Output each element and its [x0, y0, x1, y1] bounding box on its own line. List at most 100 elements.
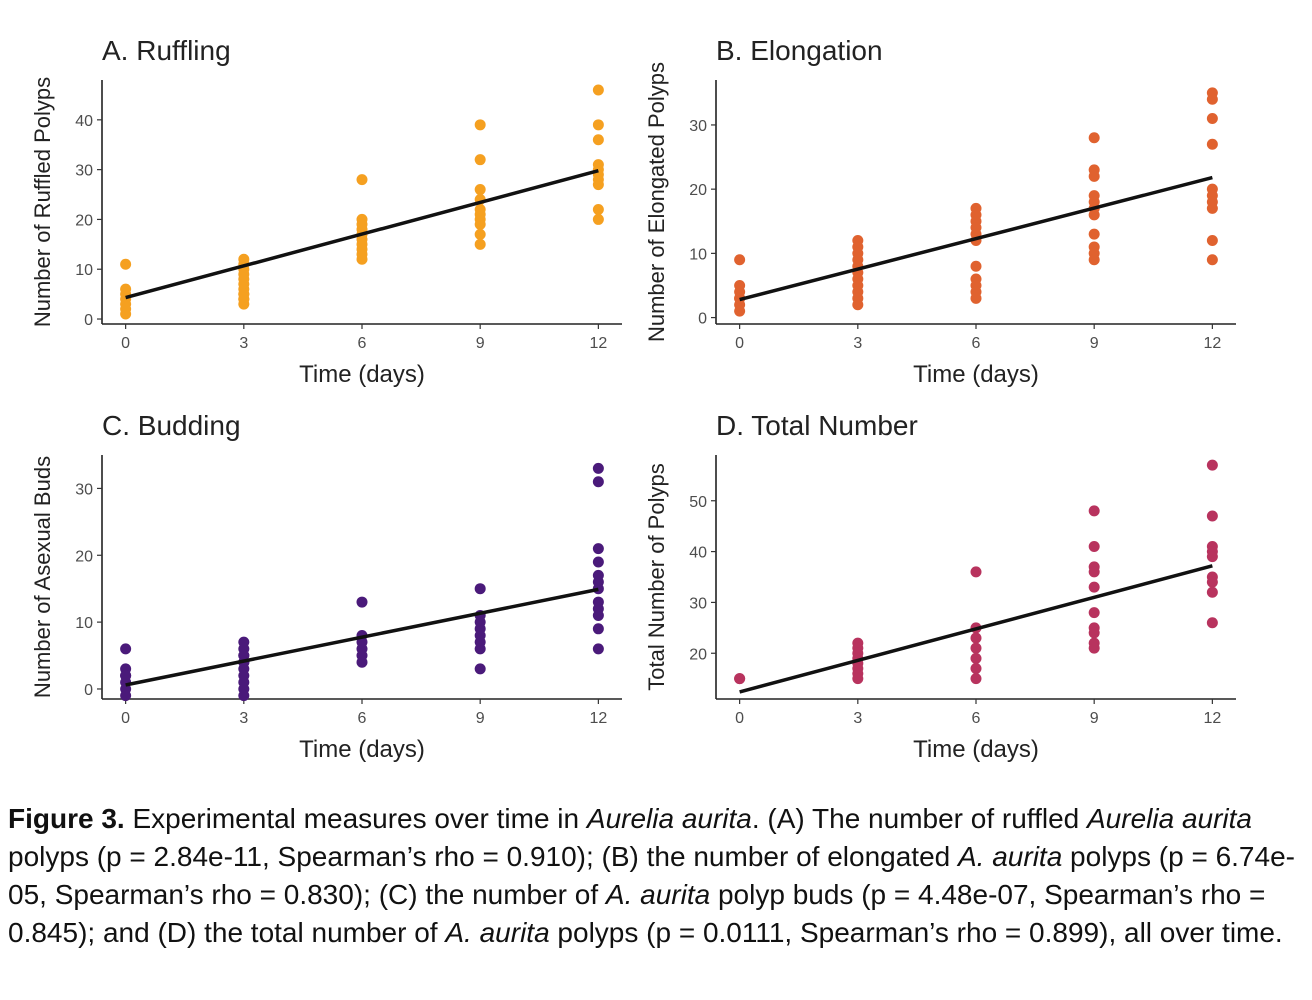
data-point	[1088, 132, 1100, 144]
chart-title: D. Total Number	[716, 410, 918, 441]
y-tick-label: 20	[75, 212, 93, 229]
data-point	[1206, 576, 1218, 588]
caption-text-6: polyps (p = 0.0111, Spearman’s rho = 0.8…	[549, 917, 1283, 948]
data-point	[1206, 113, 1218, 125]
caption-species-5: A. aurita	[445, 917, 550, 948]
data-point	[852, 673, 864, 685]
y-tick-label: 30	[689, 118, 707, 135]
data-point	[1206, 551, 1218, 563]
caption-species-3: A. aurita	[958, 841, 1063, 872]
data-point	[1088, 566, 1100, 578]
x-axis-label: Time (days)	[299, 736, 425, 763]
x-tick-label: 0	[121, 710, 130, 727]
data-point	[1088, 228, 1100, 240]
x-axis-label: Time (days)	[299, 361, 425, 388]
data-point	[474, 184, 486, 196]
y-tick-label: 20	[689, 646, 707, 663]
data-point	[356, 656, 368, 668]
x-tick-label: 9	[476, 710, 485, 727]
data-point	[1206, 459, 1218, 471]
data-point	[1206, 93, 1218, 105]
caption-species-1: Aurelia aurita	[586, 803, 752, 834]
data-point	[970, 632, 982, 644]
data-point	[1088, 254, 1100, 266]
data-point	[356, 174, 368, 186]
x-tick-label: 12	[589, 710, 607, 727]
data-point	[1088, 607, 1100, 619]
y-tick-label: 0	[698, 311, 707, 328]
y-tick-label: 10	[75, 615, 93, 632]
chart-title: C. Budding	[102, 410, 241, 441]
chart-panel-3: C. Budding 0 3 6 9 12 0 10 20 30 Time (days) Number…	[30, 410, 622, 763]
data-point	[238, 288, 250, 300]
y-axis-label: Number of Elongated Polyps	[644, 62, 669, 342]
data-point	[1088, 209, 1100, 221]
chart-panel-4: D. Total Number 0 3 6 9 12 20 30 40 50 Time (days)…	[644, 410, 1236, 763]
data-point	[474, 583, 486, 595]
data-point	[1088, 541, 1100, 552]
y-tick-label: 40	[689, 545, 707, 562]
data-point	[356, 596, 368, 608]
x-tick-label: 0	[735, 335, 744, 352]
caption-text-2: . (A) The number of ruffled	[751, 803, 1087, 834]
y-tick-label: 40	[75, 113, 93, 130]
data-point	[734, 254, 746, 266]
x-tick-label: 3	[239, 710, 248, 727]
data-point	[238, 690, 250, 702]
data-point	[1206, 202, 1218, 214]
y-tick-label: 50	[689, 494, 707, 511]
data-point	[1206, 586, 1218, 598]
data-point	[1206, 138, 1218, 150]
x-tick-label: 9	[1090, 335, 1099, 352]
data-point	[592, 164, 604, 176]
trend-line	[125, 168, 599, 300]
y-axis-label: Total Number of Polyps	[644, 463, 669, 690]
data-point	[120, 690, 132, 702]
x-tick-label: 6	[972, 335, 981, 352]
x-tick-label: 12	[1203, 710, 1221, 727]
data-point	[1206, 510, 1218, 522]
x-tick-label: 12	[1203, 335, 1221, 352]
caption-species-2: Aurelia aurita	[1087, 803, 1252, 834]
x-tick-label: 9	[476, 335, 485, 352]
y-axis-label: Number of Ruffled Polyps	[30, 77, 55, 327]
y-tick-label: 10	[689, 246, 707, 263]
y-tick-label: 0	[84, 312, 93, 329]
y-tick-label: 20	[689, 182, 707, 199]
data-point	[356, 253, 368, 265]
x-tick-label: 0	[735, 710, 744, 727]
data-point	[592, 609, 604, 621]
y-tick-label: 20	[75, 548, 93, 565]
y-tick-label: 30	[75, 163, 93, 180]
caption-text-3: polyps (p = 2.84e-11, Spearman’s rho = 0…	[8, 841, 958, 872]
x-tick-label: 3	[239, 335, 248, 352]
data-point	[474, 218, 486, 230]
data-point	[474, 238, 486, 250]
data-point	[592, 643, 604, 655]
caption-text-4: polyps (p = 6.74e-05, Spearman’s rho = 0…	[8, 841, 1295, 910]
data-point	[1088, 627, 1100, 639]
data-point	[970, 663, 982, 674]
data-point	[474, 119, 486, 131]
x-tick-label: 6	[358, 710, 367, 727]
y-axis-label: Number of Asexual Buds	[30, 456, 55, 698]
x-tick-label: 12	[589, 335, 607, 352]
data-point	[120, 643, 132, 655]
data-point	[474, 663, 486, 675]
x-tick-label: 0	[121, 335, 130, 352]
data-point	[592, 119, 604, 131]
x-tick-label: 3	[853, 710, 862, 727]
data-point	[1088, 642, 1100, 654]
y-tick-label: 30	[689, 595, 707, 612]
x-tick-label: 6	[972, 710, 981, 727]
chart-panel-2: B. Elongation 0 3 6 9 12 0 10 20 30 Time (days) Num…	[644, 35, 1236, 388]
trend-line	[125, 587, 599, 687]
data-point	[592, 476, 604, 488]
data-point	[120, 258, 132, 270]
trend-line	[739, 175, 1213, 302]
data-point	[970, 260, 982, 272]
data-point	[1206, 617, 1218, 629]
data-point	[970, 566, 982, 578]
data-point	[592, 556, 604, 568]
x-axis-label: Time (days)	[913, 361, 1039, 388]
